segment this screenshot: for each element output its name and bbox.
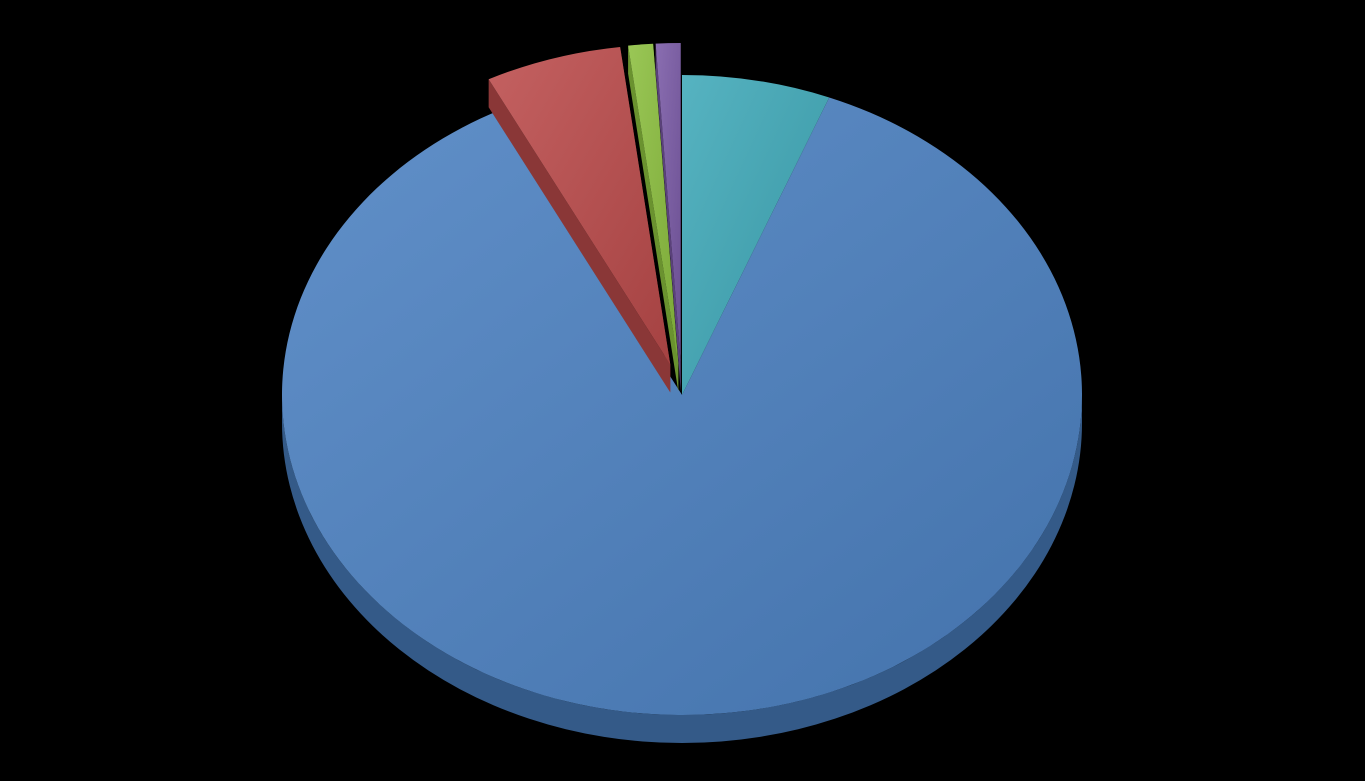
pie-chart-3d — [0, 0, 1365, 781]
pie-chart-svg — [0, 0, 1365, 781]
